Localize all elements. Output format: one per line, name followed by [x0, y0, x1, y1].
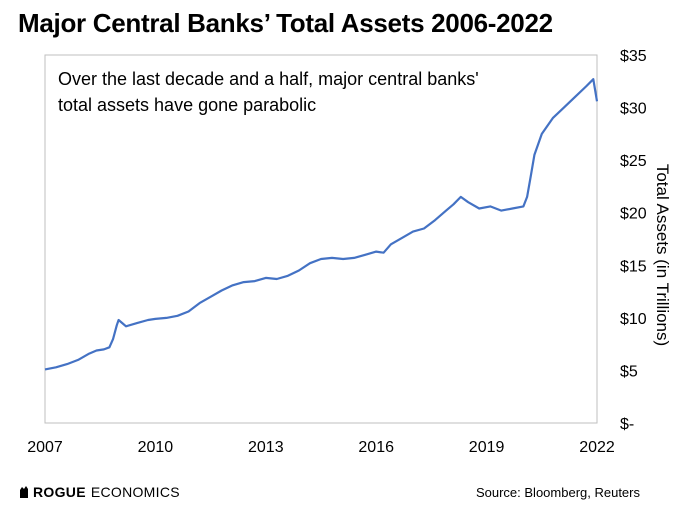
logo-mark-icon	[20, 486, 28, 498]
x-tick-label: 2013	[248, 439, 284, 456]
y-tick-label: $5	[620, 363, 638, 380]
x-tick-label: 2010	[138, 439, 174, 456]
y-tick-label: $35	[620, 48, 647, 65]
y-tick-label: $25	[620, 153, 647, 170]
chart-annotation: Over the last decade and a half, major c…	[58, 66, 578, 118]
x-tick-label: 2022	[579, 439, 615, 456]
x-tick-label: 2019	[469, 439, 505, 456]
y-axis-label: Total Assets (in Trillions)	[653, 163, 672, 347]
y-tick-label: $-	[620, 416, 634, 433]
y-tick-label: $30	[620, 101, 647, 118]
x-tick-label: 2007	[27, 439, 63, 456]
y-tick-label: $10	[620, 311, 647, 328]
logo-text-rogue: ROGUE	[33, 484, 86, 500]
plot-frame	[44, 54, 598, 424]
chart-title: Major Central Banks’ Total Assets 2006-2…	[18, 8, 553, 38]
annotation-line-2: total assets have gone parabolic	[58, 95, 317, 115]
y-tick-label: $15	[620, 258, 647, 275]
y-tick-label: $20	[620, 206, 647, 223]
series-line-total-assets	[44, 78, 599, 371]
y-axis: $- $5 $10 $15 $20 $25 $30 $35	[620, 48, 647, 433]
rogue-economics-logo: ROGUE ECONOMICS	[18, 484, 180, 500]
x-axis: 2007 2010 2013 2016 2019 2022	[27, 439, 615, 456]
logo-text-economics: ECONOMICS	[90, 484, 180, 500]
annotation-line-1: Over the last decade and a half, major c…	[58, 69, 479, 89]
x-tick-label: 2016	[358, 439, 394, 456]
source-note: Source: Bloomberg, Reuters	[475, 485, 640, 500]
